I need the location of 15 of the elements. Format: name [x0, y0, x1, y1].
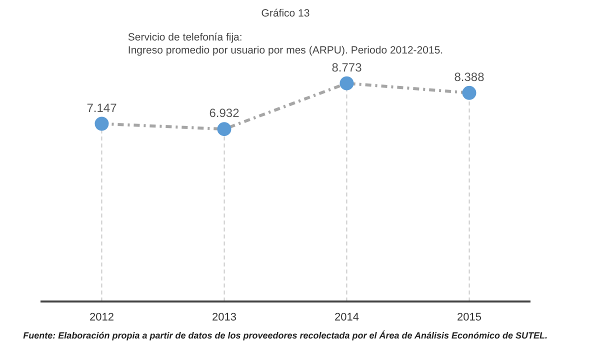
x-tick-label: 2013 [212, 312, 236, 324]
data-label: 6.932 [209, 106, 240, 120]
x-tick-label: 2014 [334, 312, 359, 324]
data-label: 7.147 [86, 100, 118, 115]
point [217, 122, 232, 136]
point [462, 86, 476, 100]
x-tick-label: 2012 [90, 312, 114, 324]
chart-title: Gráfico 13 [261, 8, 310, 20]
x-tick-label: 2015 [457, 312, 482, 324]
chart-subtitle: Servicio de telefonía fija: Ingreso promedio por usuario por mes (ARPU). Periodo 2012-2015. [128, 31, 444, 56]
source-note: Fuente: Elaboración propia a partir de datos de los proveedores recolectada por el Área de Análisis Económico de SUTEL. [23, 330, 548, 340]
point [340, 76, 354, 90]
data-label: 8.773 [332, 60, 362, 74]
data-label: 8.388 [454, 70, 485, 84]
point [94, 116, 109, 131]
